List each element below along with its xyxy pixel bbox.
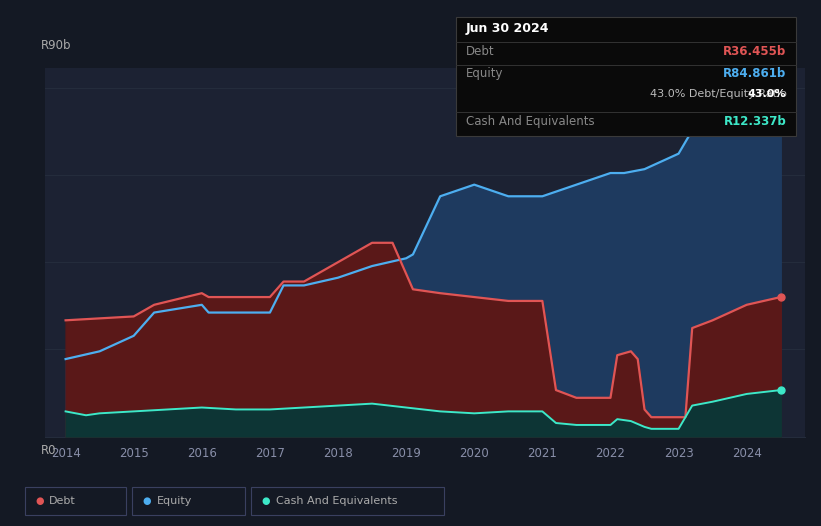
Text: Equity: Equity xyxy=(466,67,503,80)
Text: Debt: Debt xyxy=(49,496,76,507)
Text: R0: R0 xyxy=(41,444,57,457)
Text: R84.861b: R84.861b xyxy=(723,67,787,80)
Text: R36.455b: R36.455b xyxy=(723,45,787,58)
Text: 43.0% Debt/Equity Ratio: 43.0% Debt/Equity Ratio xyxy=(649,89,787,99)
Text: ●: ● xyxy=(143,496,151,507)
Text: R12.337b: R12.337b xyxy=(724,115,787,128)
Text: Debt: Debt xyxy=(466,45,494,58)
Text: R90b: R90b xyxy=(41,39,72,52)
Text: ●: ● xyxy=(262,496,270,507)
Text: Cash And Equivalents: Cash And Equivalents xyxy=(276,496,397,507)
Text: Jun 30 2024: Jun 30 2024 xyxy=(466,22,549,35)
Text: ●: ● xyxy=(35,496,44,507)
Text: 43.0%: 43.0% xyxy=(747,89,786,99)
Text: Cash And Equivalents: Cash And Equivalents xyxy=(466,115,594,128)
Text: Equity: Equity xyxy=(157,496,192,507)
